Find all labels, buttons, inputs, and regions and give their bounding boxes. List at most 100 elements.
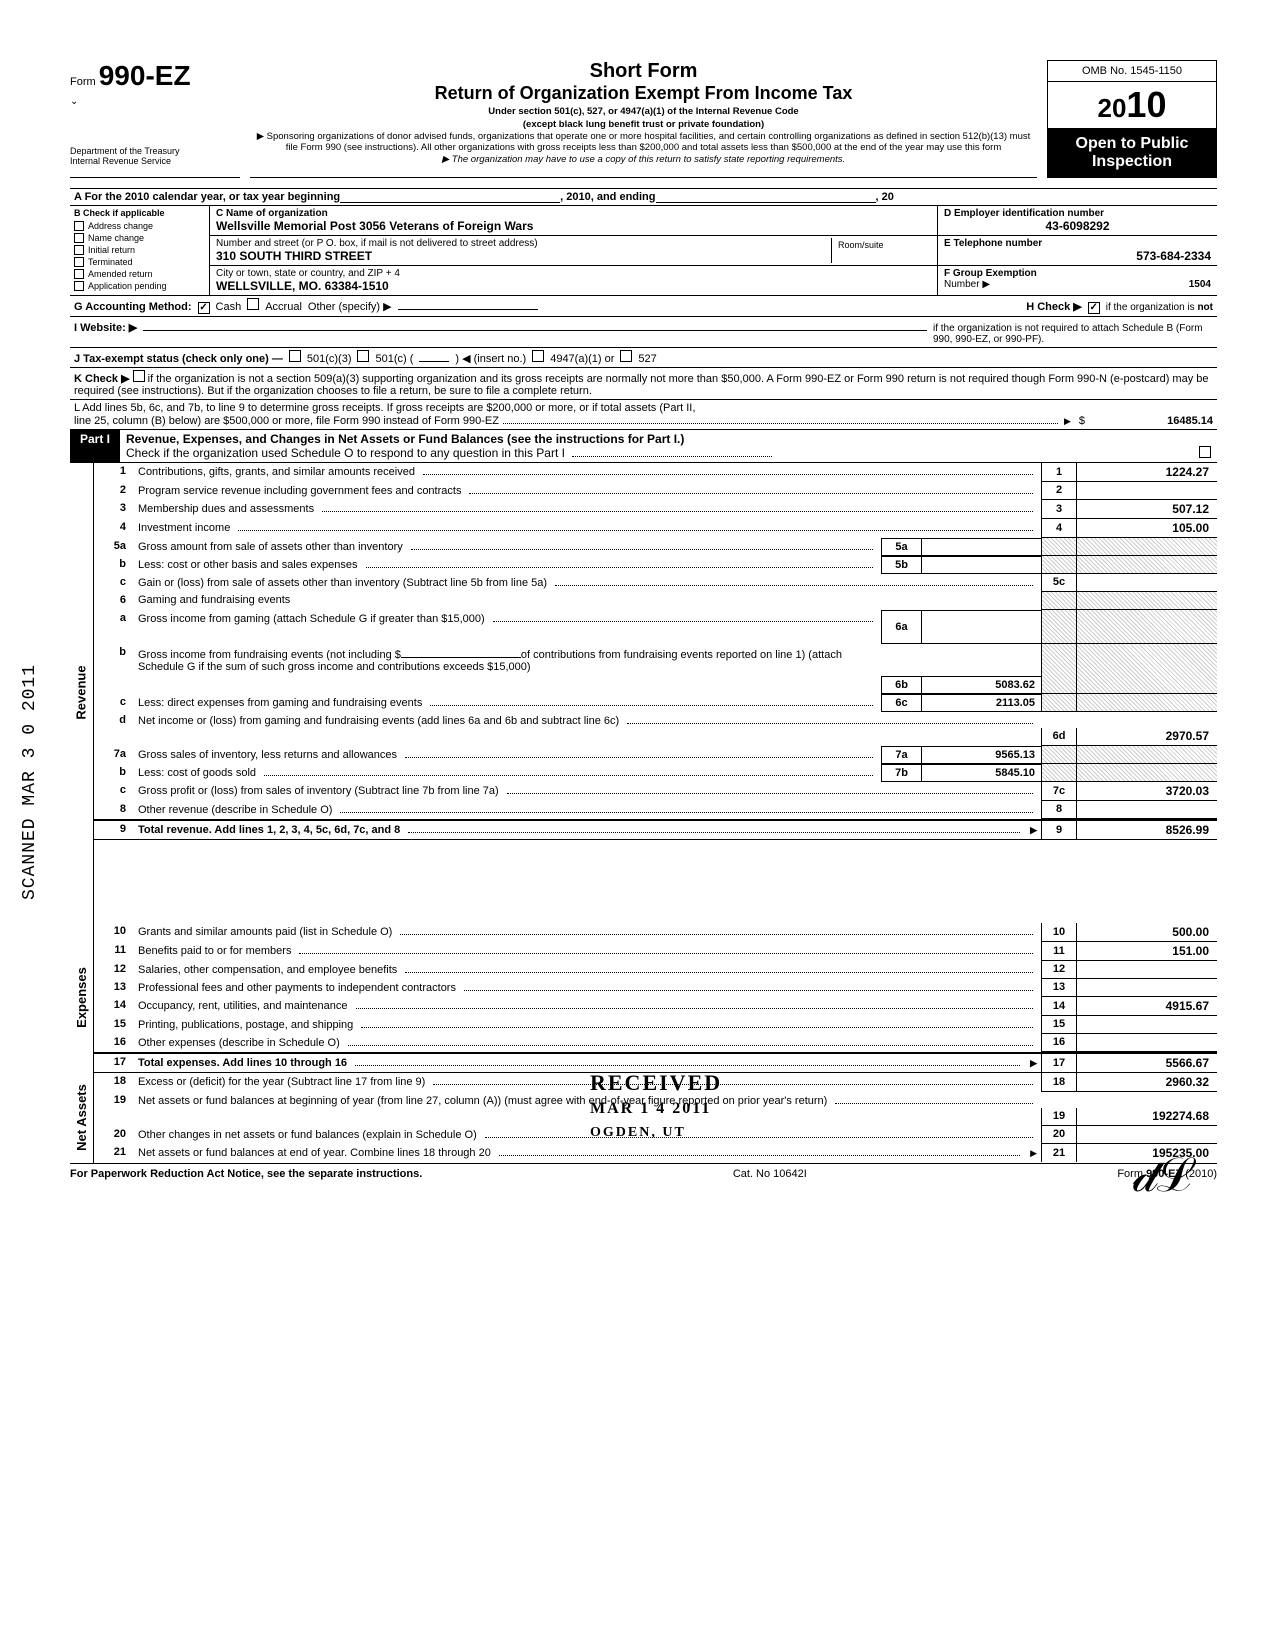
subtitle-1: Under section 501(c), 527, or 4947(a)(1)… (254, 106, 1033, 117)
line-num: 14 (94, 997, 134, 1016)
line-6c: c Less: direct expenses from gaming and … (94, 694, 1217, 712)
line-21: 21Net assets or fund balances at end of … (94, 1144, 1217, 1162)
checkbox-501c-icon[interactable] (357, 350, 369, 362)
sub-val (921, 556, 1041, 574)
line-num: 10 (94, 923, 134, 942)
line-num: 7a (94, 746, 134, 764)
checkbox-icon[interactable] (74, 221, 84, 231)
checkbox-icon[interactable] (74, 233, 84, 243)
r-num-shade (1041, 538, 1077, 556)
c-city: City or town, state or country, and ZIP … (210, 266, 937, 295)
r-num: 14 (1041, 997, 1077, 1016)
r-num: 13 (1041, 979, 1077, 997)
d-ein: D Employer identification number 43-6098… (938, 206, 1217, 236)
footer: For Paperwork Reduction Act Notice, see … (70, 1164, 1217, 1184)
chk-name-change[interactable]: Name change (70, 232, 209, 244)
line-desc: Net income or (loss) from gaming and fun… (134, 712, 1041, 746)
checkbox-501c3-icon[interactable] (289, 350, 301, 362)
line-num: 16 (94, 1034, 134, 1052)
row-a-mid: , 2010, and ending (560, 191, 655, 203)
sub-num: 7a (881, 746, 921, 764)
sub-val: 9565.13 (921, 746, 1041, 764)
blank-contrib[interactable] (401, 646, 521, 658)
r-num: 11 (1041, 942, 1077, 961)
e-phone: E Telephone number 573-684-2334 (938, 236, 1217, 266)
r-val (1077, 1034, 1217, 1052)
footer-left: For Paperwork Reduction Act Notice, see … (70, 1168, 422, 1180)
r-num-shade (1041, 694, 1077, 712)
subtitle-4: ▶ The organization may have to use a cop… (254, 154, 1033, 165)
header-right: OMB No. 1545-1150 2010 Open to Public In… (1047, 60, 1217, 178)
line-desc: Professional fees and other payments to … (134, 979, 1041, 997)
r-val-shade (1077, 556, 1217, 574)
chk-label: Terminated (88, 257, 133, 267)
chk-address-change[interactable]: Address change (70, 220, 209, 232)
line-num: c (94, 694, 134, 712)
line-2: 2 Program service revenue including gove… (94, 482, 1217, 500)
blank-begin-date[interactable] (340, 191, 560, 203)
line-19: 19Net assets or fund balances at beginni… (94, 1092, 1217, 1126)
chk-pending[interactable]: Application pending (70, 280, 209, 292)
line-num: 1 (94, 463, 134, 482)
i-label: I Website: ▶ (74, 321, 137, 334)
checkbox-accrual-icon[interactable] (247, 298, 259, 310)
r-num-shade (1041, 746, 1077, 764)
r-num: 15 (1041, 1016, 1077, 1034)
g-other-blank[interactable] (398, 298, 538, 310)
year-suffix: 0 (1146, 84, 1166, 125)
chk-initial-return[interactable]: Initial return (70, 244, 209, 256)
chevron-icon: ⌄ (70, 96, 240, 107)
line-num: 13 (94, 979, 134, 997)
chk-terminated[interactable]: Terminated (70, 256, 209, 268)
line-num: a (94, 610, 134, 644)
line-1: 1 Contributions, gifts, grants, and simi… (94, 463, 1217, 482)
r-val (1077, 1126, 1217, 1144)
checkbox-icon[interactable] (74, 269, 84, 279)
form-grid: Revenue 1 Contributions, gifts, grants, … (70, 463, 1217, 1164)
r-num: 20 (1041, 1126, 1077, 1144)
r-val-shade (1077, 644, 1217, 694)
r-num: 3 (1041, 500, 1077, 519)
checkbox-icon[interactable] (74, 245, 84, 255)
line-desc: Gross sales of inventory, less returns a… (134, 746, 881, 764)
line-desc: Net assets or fund balances at end of ye… (134, 1144, 1041, 1162)
line-desc: Other changes in net assets or fund bala… (134, 1126, 1041, 1144)
phone-value: 573-684-2334 (944, 249, 1211, 263)
line-7b: b Less: cost of goods sold 7b 5845.10 (94, 764, 1217, 782)
chk-amended[interactable]: Amended return (70, 268, 209, 280)
d-label: D Employer identification number (944, 208, 1104, 219)
department: Department of the Treasury Internal Reve… (70, 147, 240, 167)
line-9: 9 Total revenue. Add lines 1, 2, 3, 4, 5… (94, 819, 1217, 840)
line-num: 8 (94, 801, 134, 819)
line-num: 6 (94, 592, 134, 610)
checkbox-cash-icon[interactable] (198, 302, 210, 314)
j-insert-blank[interactable] (419, 350, 449, 362)
room-suite: Room/suite (831, 238, 931, 263)
h-label: H Check ▶ (1026, 300, 1082, 313)
line-desc: Gross income from gaming (attach Schedul… (134, 610, 881, 644)
line-num: 11 (94, 942, 134, 961)
blank-end-date[interactable] (656, 191, 876, 203)
website-blank[interactable] (143, 319, 927, 331)
checkbox-icon[interactable] (74, 257, 84, 267)
line-desc: Investment income (134, 519, 1041, 538)
r-val: 1224.27 (1077, 463, 1217, 482)
r-num: 16 (1041, 1034, 1077, 1052)
g-label: G Accounting Method: (74, 301, 192, 313)
j-501c: 501(c) ( (375, 353, 413, 365)
checkbox-k-icon[interactable] (133, 370, 145, 382)
checkbox-schedule-o-icon[interactable] (1199, 446, 1211, 458)
checkbox-icon[interactable] (74, 281, 84, 291)
checkbox-4947-icon[interactable] (532, 350, 544, 362)
line-15: 15Printing, publications, postage, and s… (94, 1016, 1217, 1034)
line-5b: b Less: cost or other basis and sales ex… (94, 556, 1217, 574)
city-label: City or town, state or country, and ZIP … (216, 268, 400, 279)
col-c: C Name of organization Wellsville Memori… (210, 206, 937, 295)
h-rest-text: if the organization is not required to a… (933, 323, 1213, 345)
r-val-shade (1077, 746, 1217, 764)
g-accrual: Accrual (265, 301, 302, 313)
line-6a: a Gross income from gaming (attach Sched… (94, 610, 1217, 644)
checkbox-527-icon[interactable] (620, 350, 632, 362)
side-label-revenue: Revenue (70, 463, 94, 923)
checkbox-h-icon[interactable] (1088, 302, 1100, 314)
